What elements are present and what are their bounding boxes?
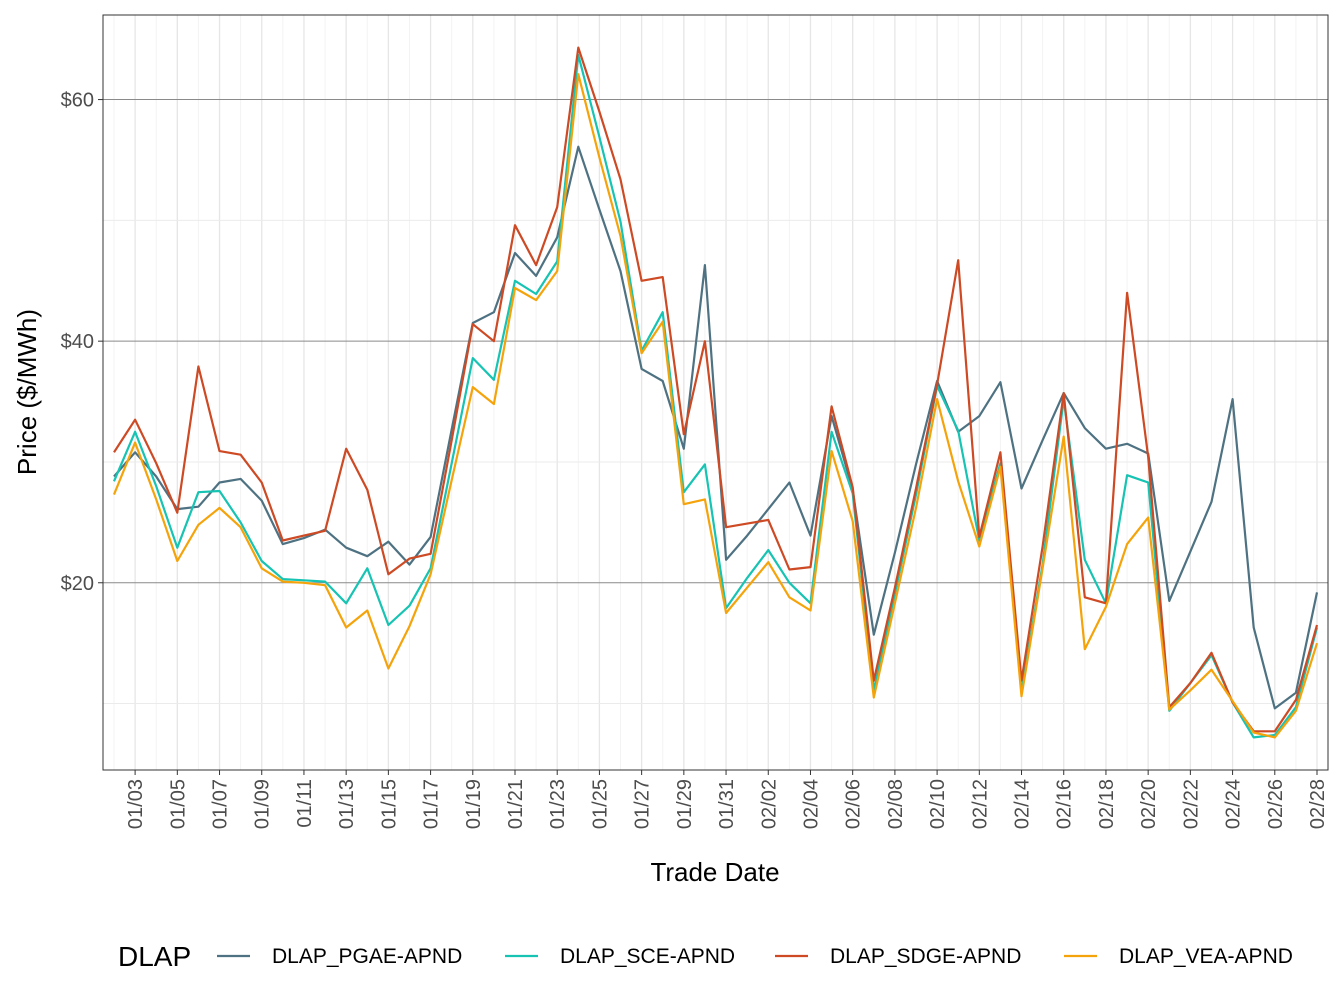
y-axis-title: Price ($/MWh): [12, 309, 42, 475]
legend-label: DLAP_SDGE-APND: [830, 945, 1021, 968]
x-tick-label: 01/15: [378, 779, 400, 829]
legend-label: DLAP_PGAE-APND: [272, 945, 462, 968]
x-tick-label: 01/07: [210, 779, 232, 829]
x-axis-title: Trade Date: [650, 857, 779, 887]
x-tick-label: 01/31: [716, 779, 738, 829]
x-tick-label: 02/20: [1138, 779, 1160, 829]
plot-border: [102, 14, 1329, 771]
x-tick-label: 02/28: [1307, 779, 1329, 829]
x-tick-label: 01/09: [252, 779, 274, 829]
x-tick-label: 02/02: [758, 779, 780, 829]
y-tick-label: $20: [61, 573, 94, 595]
x-tick-label: 02/16: [1054, 779, 1076, 829]
x-tick-label: 02/06: [843, 779, 865, 829]
x-tick-label: 01/23: [547, 779, 569, 829]
x-tick-label: 01/21: [505, 779, 527, 829]
x-tick-label: 01/05: [167, 779, 189, 829]
x-tick-label: 02/22: [1180, 779, 1202, 829]
x-tick-label: 01/19: [463, 779, 485, 829]
legend-label: DLAP_VEA-APND: [1119, 945, 1293, 968]
legend-label: DLAP_SCE-APND: [560, 945, 735, 968]
x-tick-label: 01/27: [632, 779, 654, 829]
series-line: [112, 53, 1319, 739]
x-tick-label: 02/04: [800, 779, 822, 829]
x-tick-label: 01/03: [125, 779, 147, 829]
series-line: [113, 46, 1319, 733]
series-line: [112, 73, 1319, 739]
x-tick-label: 02/18: [1096, 779, 1118, 829]
x-tick-label: 02/08: [885, 779, 907, 829]
x-tick-label: 02/14: [1012, 779, 1034, 829]
x-tick-label: 02/24: [1223, 779, 1245, 829]
y-tick-label: $40: [61, 331, 94, 353]
x-tick-label: 02/26: [1265, 779, 1287, 829]
x-tick-label: 02/10: [927, 779, 949, 829]
x-tick-label: 02/12: [969, 779, 991, 829]
y-tick-label: $60: [61, 90, 94, 112]
x-tick-label: 01/11: [294, 779, 316, 828]
x-tick-label: 01/29: [674, 779, 696, 829]
x-tick-label: 01/25: [589, 779, 611, 829]
x-tick-label: 01/17: [421, 779, 443, 829]
legend-title: DLAP: [118, 941, 191, 972]
x-tick-label: 01/13: [336, 779, 358, 829]
